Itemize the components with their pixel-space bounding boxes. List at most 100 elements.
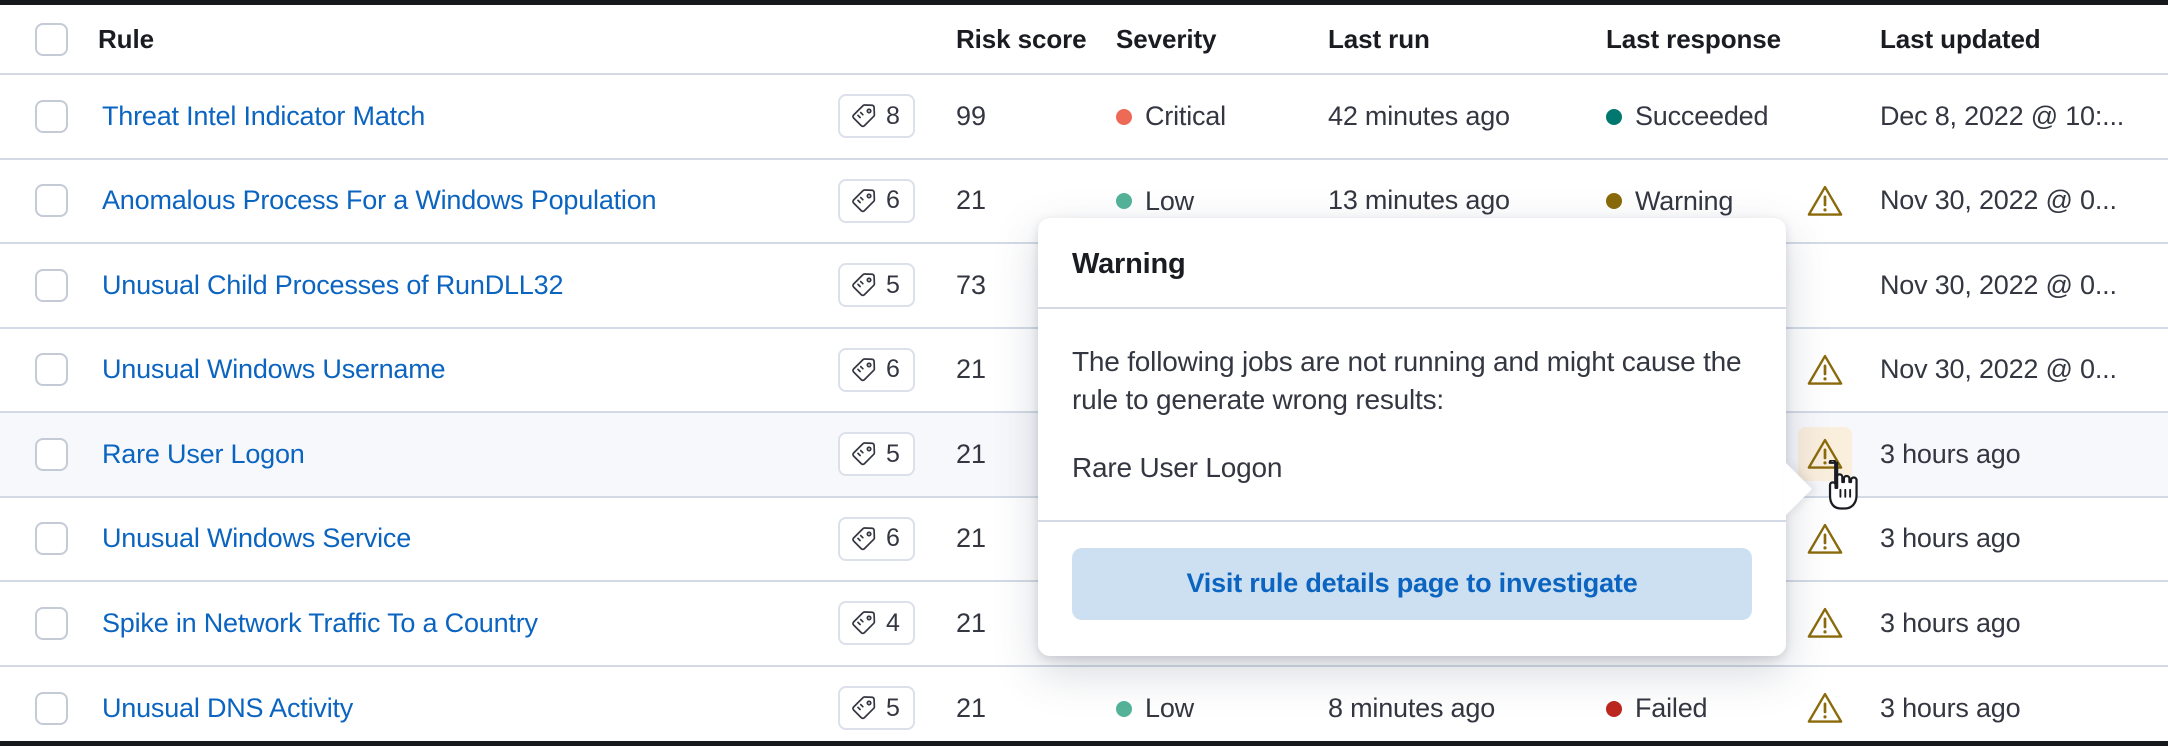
last-run-value: 8 minutes ago xyxy=(1328,692,1496,723)
tag-icon xyxy=(852,526,876,550)
table-row[interactable]: Threat Intel Indicator Match 8 99 Critical 4… xyxy=(0,74,2168,160)
row-checkbox[interactable] xyxy=(35,437,68,471)
last-updated-cell: Nov 30, 2022 @ 0... xyxy=(1880,243,2168,329)
popover-description: The following jobs are not running and m… xyxy=(1072,346,1742,416)
last-run-cell: 8 minutes ago xyxy=(1328,666,1606,742)
last-updated-cell: Nov 30, 2022 @ 0... xyxy=(1880,158,2168,244)
warning-popover: Warning The following jobs are not runni… xyxy=(1038,218,1812,656)
last-response-label: Warning xyxy=(1635,185,1734,216)
risk-score-cell: 99 xyxy=(956,74,1116,160)
warning-triangle-icon xyxy=(1807,354,1843,385)
warning-indicator-cell xyxy=(1798,158,1880,244)
row-select-cell xyxy=(0,412,98,498)
row-select-cell xyxy=(0,327,98,413)
risk-score-value: 21 xyxy=(956,523,987,554)
last-updated-cell: 3 hours ago xyxy=(1880,666,2168,742)
last-response-label: Failed xyxy=(1635,693,1708,723)
warning-triangle-icon xyxy=(1807,185,1843,216)
warning-indicator-button[interactable] xyxy=(1798,596,1852,650)
row-checkbox[interactable] xyxy=(35,268,68,302)
rule-link[interactable]: Unusual Windows Service xyxy=(102,523,412,554)
tag-icon xyxy=(852,442,876,466)
row-select-cell xyxy=(0,666,98,742)
last-run-cell: 42 minutes ago xyxy=(1328,74,1606,160)
last-response-cell: Failed xyxy=(1606,666,1798,742)
warning-indicator-cell xyxy=(1798,327,1880,413)
rule-link[interactable]: Spike in Network Traffic To a Country xyxy=(102,607,538,638)
table-row[interactable]: Unusual DNS Activity 5 21 Low 8 minutes ago F… xyxy=(0,666,2168,742)
last-response-status: Succeeded xyxy=(1606,101,1769,132)
row-checkbox[interactable] xyxy=(35,99,68,133)
tag-count-badge[interactable]: 6 xyxy=(838,347,915,392)
last-run-value: 13 minutes ago xyxy=(1328,185,1510,216)
last-response-label: Succeeded xyxy=(1635,101,1769,131)
last-updated-value: Dec 8, 2022 @ 10:... xyxy=(1880,100,2125,131)
row-checkbox[interactable] xyxy=(35,353,68,387)
row-select-cell xyxy=(0,581,98,667)
last-response-dot-icon xyxy=(1606,193,1622,209)
tag-count-badge[interactable]: 5 xyxy=(838,686,915,731)
last-response-dot-icon xyxy=(1606,700,1622,717)
rule-link[interactable]: Unusual Windows Username xyxy=(102,354,446,385)
warning-triangle-icon xyxy=(1807,693,1843,724)
warning-triangle-icon xyxy=(1807,608,1843,639)
warning-indicator-button[interactable] xyxy=(1798,681,1852,735)
popover-body: The following jobs are not running and m… xyxy=(1038,309,1786,492)
tag-count-cell: 5 xyxy=(838,412,956,498)
row-checkbox[interactable] xyxy=(35,691,68,725)
column-header-tags xyxy=(838,5,956,75)
rule-name-cell: Anomalous Process For a Windows Populati… xyxy=(98,158,838,244)
tag-count-value: 5 xyxy=(886,439,900,468)
visit-rule-details-button[interactable]: Visit rule details page to investigate xyxy=(1072,547,1752,620)
popover-footer: Visit rule details page to investigate xyxy=(1038,519,1786,656)
column-header-last-run[interactable]: Last run xyxy=(1328,5,1606,75)
table-header: Rule Risk score Severity Last run Last r… xyxy=(0,5,2168,75)
rule-link[interactable]: Threat Intel Indicator Match xyxy=(102,100,426,131)
last-updated-value: 3 hours ago xyxy=(1880,607,2021,638)
warning-indicator-button[interactable] xyxy=(1798,174,1852,228)
select-all-checkbox[interactable] xyxy=(35,22,68,56)
tag-icon xyxy=(852,611,876,635)
last-updated-value: Nov 30, 2022 @ 0... xyxy=(1880,269,2117,300)
row-checkbox[interactable] xyxy=(35,522,68,556)
tag-count-value: 6 xyxy=(886,186,900,215)
tag-icon xyxy=(852,188,876,212)
tag-icon xyxy=(852,696,876,720)
tag-count-badge[interactable]: 6 xyxy=(838,178,915,223)
warning-triangle-icon xyxy=(1807,439,1843,470)
tag-icon xyxy=(852,357,876,381)
column-header-severity[interactable]: Severity xyxy=(1116,5,1328,75)
severity-label: Critical xyxy=(1145,101,1226,131)
rule-link[interactable]: Rare User Logon xyxy=(102,438,305,469)
row-checkbox[interactable] xyxy=(35,606,68,640)
rule-name-cell: Unusual Windows Service xyxy=(98,496,838,582)
last-updated-value: Nov 30, 2022 @ 0... xyxy=(1880,185,2117,216)
warning-indicator-button[interactable] xyxy=(1798,343,1852,397)
row-checkbox[interactable] xyxy=(35,184,68,218)
tag-count-badge[interactable]: 8 xyxy=(838,94,915,139)
rule-link[interactable]: Unusual DNS Activity xyxy=(102,692,354,723)
tag-count-badge[interactable]: 5 xyxy=(838,263,915,308)
column-header-last-updated[interactable]: Last updated xyxy=(1880,5,2168,75)
tag-count-badge[interactable]: 5 xyxy=(838,432,915,477)
tag-count-badge[interactable]: 6 xyxy=(838,516,915,561)
rule-link[interactable]: Anomalous Process For a Windows Populati… xyxy=(102,185,657,216)
warning-indicator-button[interactable] xyxy=(1798,512,1852,566)
tag-count-value: 5 xyxy=(886,270,900,299)
severity-cell: Low xyxy=(1116,666,1328,742)
row-select-cell xyxy=(0,74,98,160)
rule-link[interactable]: Unusual Child Processes of RunDLL32 xyxy=(102,269,564,300)
row-select-cell xyxy=(0,496,98,582)
row-select-cell xyxy=(0,243,98,329)
tag-count-cell: 5 xyxy=(838,243,956,329)
last-updated-value: 3 hours ago xyxy=(1880,692,2021,723)
popover-title: Warning xyxy=(1072,248,1186,280)
last-updated-cell: 3 hours ago xyxy=(1880,496,2168,582)
column-header-risk-score[interactable]: Risk score xyxy=(956,5,1116,75)
column-header-rule[interactable]: Rule xyxy=(98,5,838,75)
tag-count-badge[interactable]: 4 xyxy=(838,601,915,646)
column-header-last-response[interactable]: Last response xyxy=(1606,5,1880,75)
severity-status: Low xyxy=(1116,693,1194,724)
last-run-value: 42 minutes ago xyxy=(1328,100,1510,131)
